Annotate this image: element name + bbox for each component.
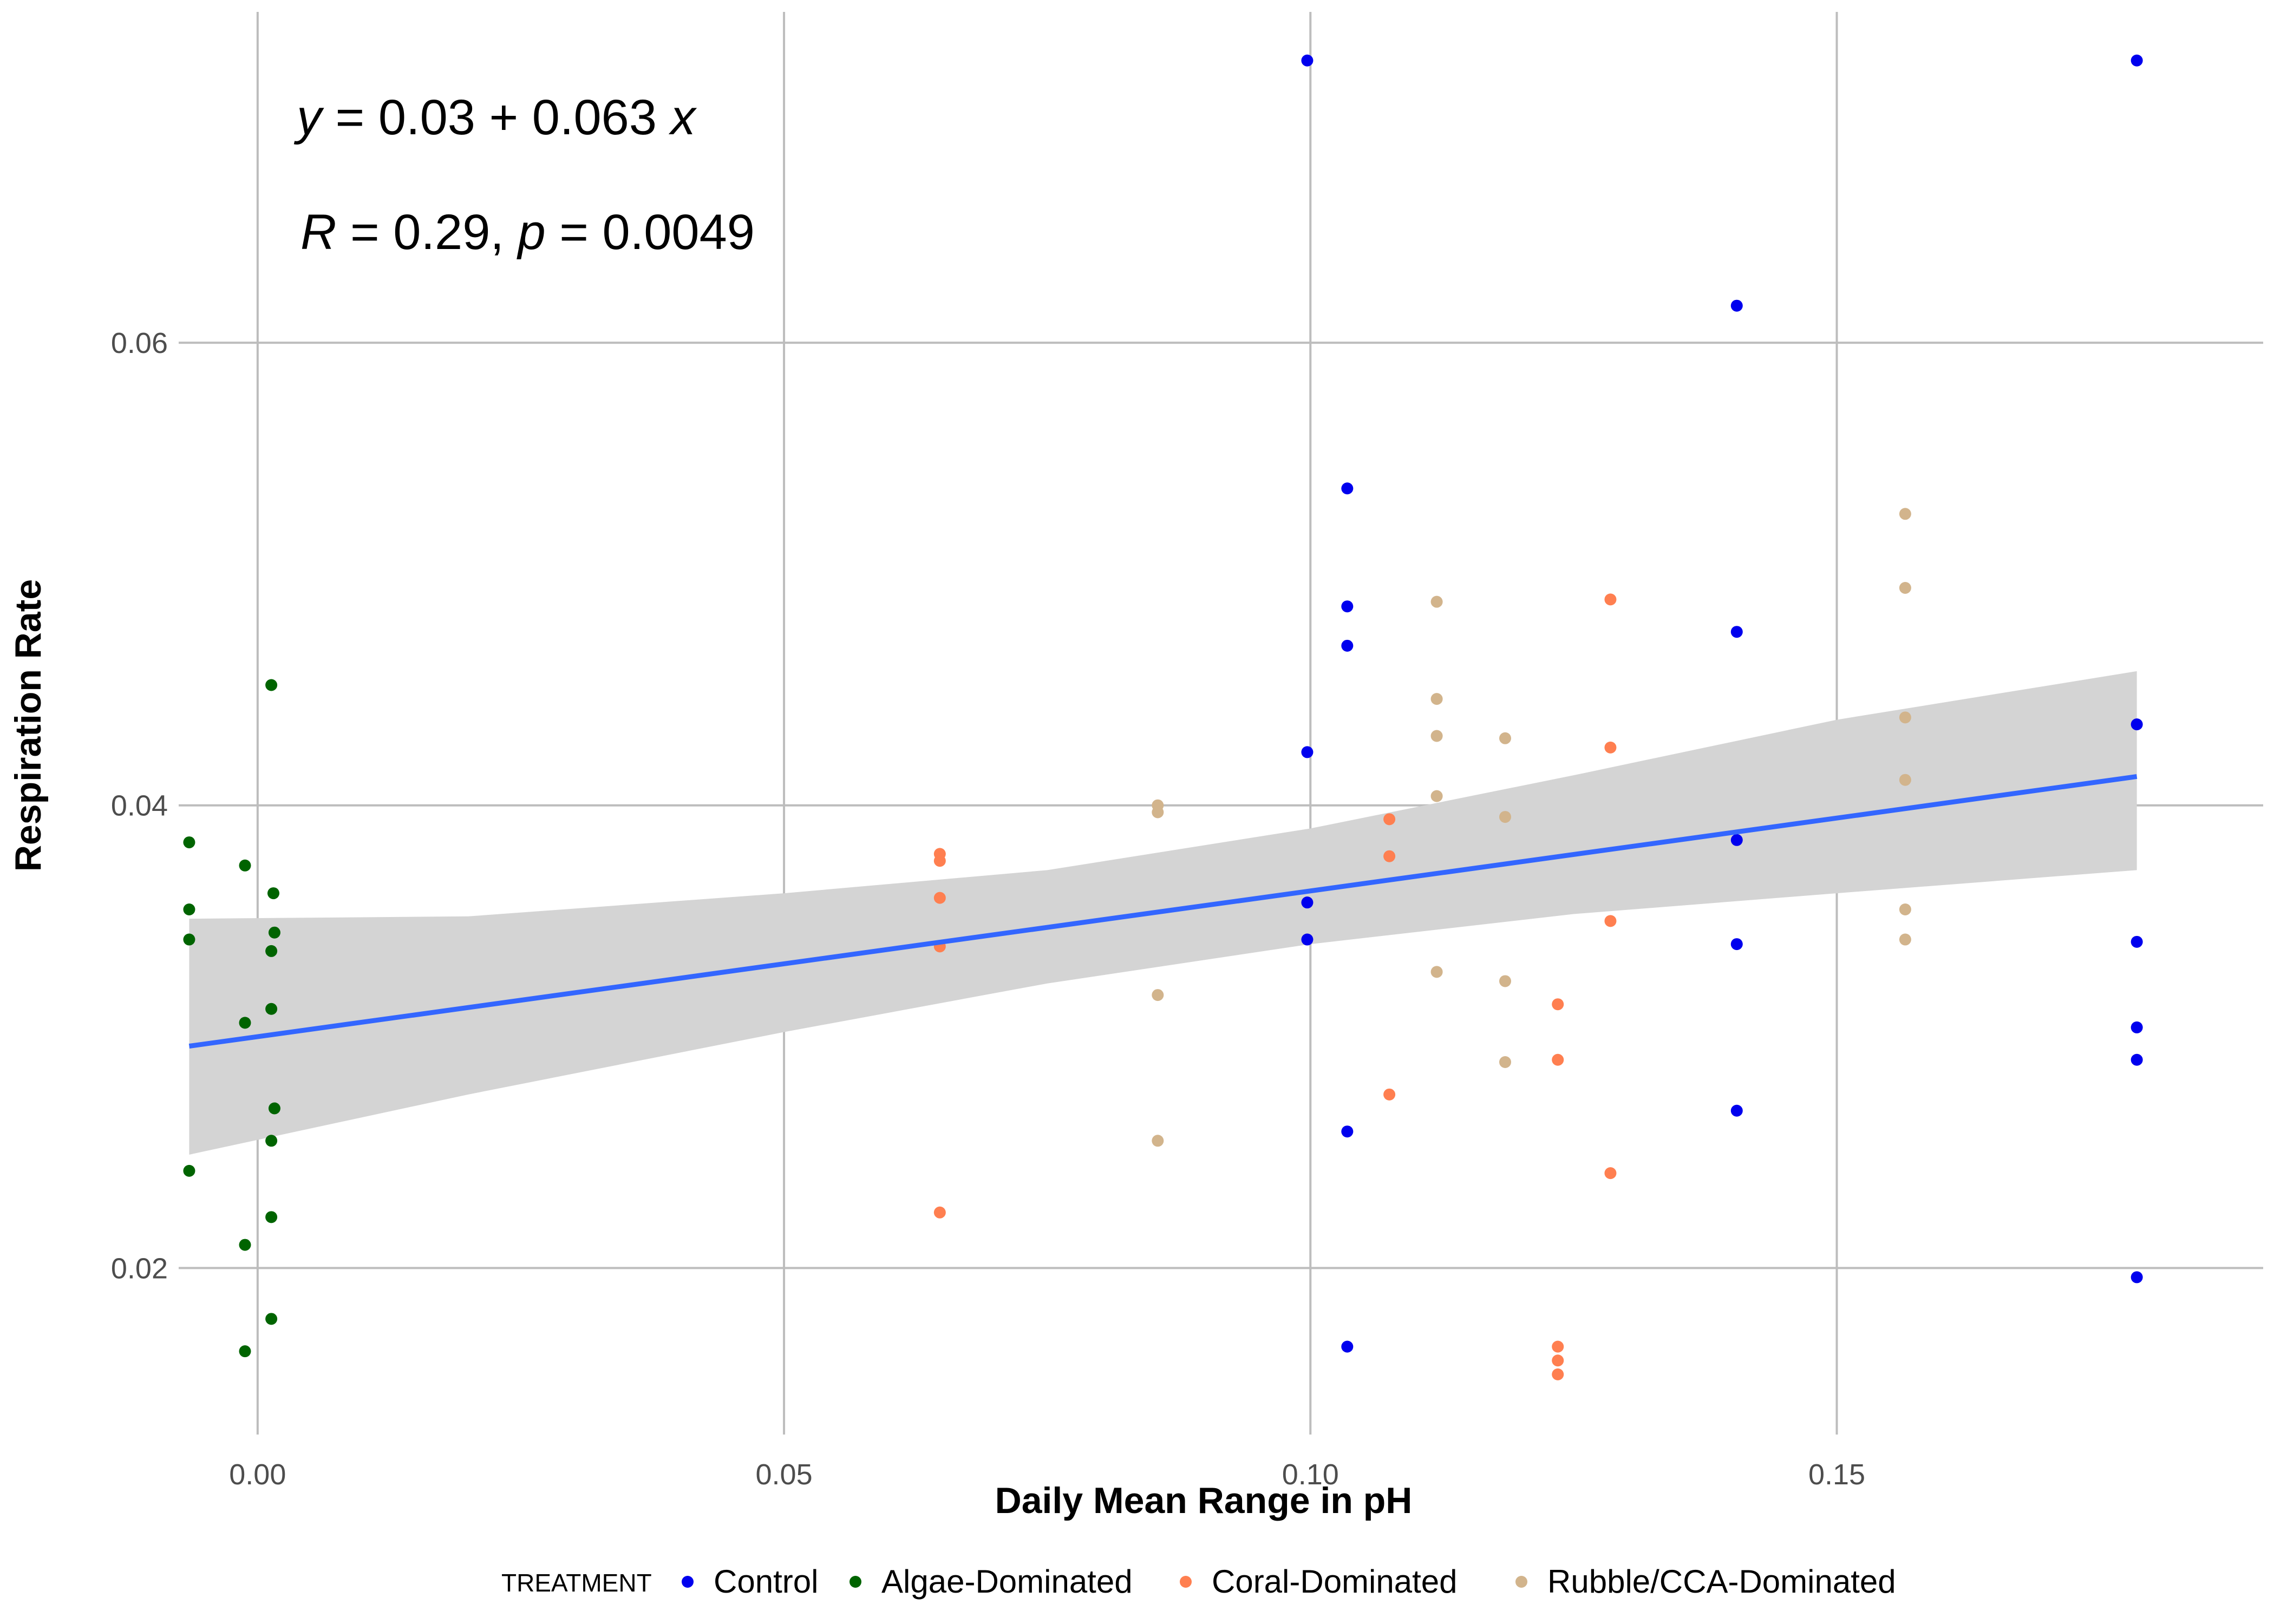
- data-point-series-2: [1604, 593, 1617, 606]
- legend-label-series-1: Algae-Dominated: [881, 1563, 1133, 1600]
- data-point-series-3: [1499, 1056, 1511, 1069]
- data-point-series-2: [933, 1206, 946, 1219]
- data-point-series-1: [239, 1017, 251, 1029]
- data-point-series-0: [2131, 935, 2143, 948]
- data-point-series-1: [265, 679, 278, 691]
- legend-key-series-1: [850, 1576, 861, 1588]
- y-tick-label: 0.06: [111, 327, 168, 359]
- data-point-series-1: [267, 887, 279, 900]
- data-point-series-1: [265, 945, 278, 957]
- correlation-stats: R = 0.29, p = 0.0049: [300, 205, 755, 260]
- data-point-series-0: [1341, 482, 1354, 495]
- x-tick-label: 0.00: [229, 1458, 286, 1491]
- data-point-series-2: [1383, 813, 1396, 826]
- data-point-series-0: [1730, 299, 1743, 312]
- data-point-series-1: [183, 1164, 195, 1177]
- data-point-series-0: [1730, 938, 1743, 951]
- data-point-series-0: [2131, 718, 2143, 731]
- data-point-series-3: [1899, 903, 1911, 915]
- data-point-series-2: [1552, 1053, 1564, 1066]
- data-point-series-3: [1899, 508, 1911, 520]
- data-point-series-0: [1301, 896, 1314, 909]
- legend-title: TREATMENT: [501, 1569, 652, 1597]
- data-point-series-2: [1552, 1368, 1564, 1380]
- x-tick-label: 0.15: [1808, 1458, 1865, 1491]
- data-point-series-2: [1552, 1340, 1564, 1353]
- data-point-series-3: [1430, 693, 1443, 705]
- data-point-series-2: [1604, 915, 1617, 927]
- data-point-series-2: [933, 892, 946, 904]
- legend-key-series-0: [682, 1576, 694, 1588]
- data-point-series-0: [1730, 1104, 1743, 1117]
- data-point-series-0: [1341, 1125, 1354, 1138]
- data-point-series-0: [1301, 54, 1314, 67]
- x-axis-title: Daily Mean Range in pH: [995, 1480, 1413, 1521]
- data-point-series-1: [183, 933, 195, 946]
- data-point-series-1: [265, 1135, 278, 1147]
- data-points: [183, 54, 2143, 1380]
- legend-label-series-0: Control: [714, 1563, 818, 1600]
- data-point-series-3: [1499, 975, 1511, 987]
- data-point-series-3: [1152, 989, 1164, 1001]
- legend-key-series-3: [1515, 1576, 1527, 1588]
- x-tick-label: 0.10: [1282, 1458, 1339, 1491]
- data-point-series-0: [2131, 1021, 2143, 1033]
- regression-line-path: [188, 774, 2138, 1049]
- data-point-series-1: [183, 903, 195, 915]
- grid-lines: [179, 12, 2263, 1435]
- data-point-series-3: [1899, 933, 1911, 946]
- data-point-series-1: [183, 836, 195, 849]
- data-point-series-0: [1341, 639, 1354, 652]
- data-point-series-0: [2131, 1271, 2143, 1284]
- data-point-series-3: [1430, 966, 1443, 978]
- data-point-series-0: [1341, 600, 1354, 613]
- data-point-series-1: [265, 1003, 278, 1015]
- data-point-series-3: [1430, 730, 1443, 742]
- data-point-series-1: [265, 1211, 278, 1223]
- data-point-series-1: [265, 1313, 278, 1325]
- data-point-series-3: [1899, 711, 1911, 724]
- data-point-series-0: [1301, 746, 1314, 758]
- data-point-series-2: [1552, 1354, 1564, 1367]
- data-point-series-3: [1499, 811, 1511, 823]
- y-tick-label: 0.04: [111, 790, 168, 822]
- data-point-series-0: [1301, 933, 1314, 946]
- data-point-series-1: [239, 1239, 251, 1251]
- legend: TREATMENT Control Algae-Dominated Coral-Do…: [501, 1563, 1896, 1600]
- regression-line: [188, 774, 2138, 1049]
- data-point-series-2: [933, 855, 946, 867]
- data-point-series-2: [1552, 998, 1564, 1011]
- x-tick-label: 0.05: [756, 1458, 813, 1491]
- data-point-series-3: [1430, 790, 1443, 802]
- y-tick-label: 0.02: [111, 1252, 168, 1285]
- data-point-series-1: [239, 859, 251, 872]
- data-point-series-0: [1730, 834, 1743, 846]
- data-point-series-0: [1341, 1340, 1354, 1353]
- data-point-series-3: [1152, 1135, 1164, 1147]
- data-point-series-2: [1604, 1167, 1617, 1180]
- data-point-series-3: [1152, 806, 1164, 818]
- data-point-series-3: [1499, 732, 1511, 744]
- y-axis-title: Respiration Rate: [8, 579, 49, 872]
- legend-label-series-3: Rubble/CCA-Dominated: [1547, 1563, 1896, 1600]
- data-point-series-2: [1383, 850, 1396, 862]
- data-point-series-3: [1899, 582, 1911, 594]
- tick-labels: 0.00 0.05 0.10 0.15 0.02 0.04 0.06: [111, 327, 1865, 1491]
- data-point-series-2: [1383, 1088, 1396, 1101]
- legend-label-series-2: Coral-Dominated: [1212, 1563, 1458, 1600]
- legend-key-series-2: [1180, 1576, 1192, 1588]
- data-point-series-3: [1430, 595, 1443, 608]
- data-point-series-0: [2131, 54, 2143, 67]
- data-point-series-1: [239, 1345, 251, 1358]
- data-point-series-1: [268, 926, 280, 939]
- data-point-series-0: [2131, 1053, 2143, 1066]
- data-point-series-2: [1604, 741, 1617, 754]
- data-point-series-3: [1899, 774, 1911, 786]
- data-point-series-1: [268, 1102, 280, 1115]
- data-point-series-0: [1730, 626, 1743, 638]
- regression-equation: y = 0.03 + 0.063 x: [293, 90, 697, 145]
